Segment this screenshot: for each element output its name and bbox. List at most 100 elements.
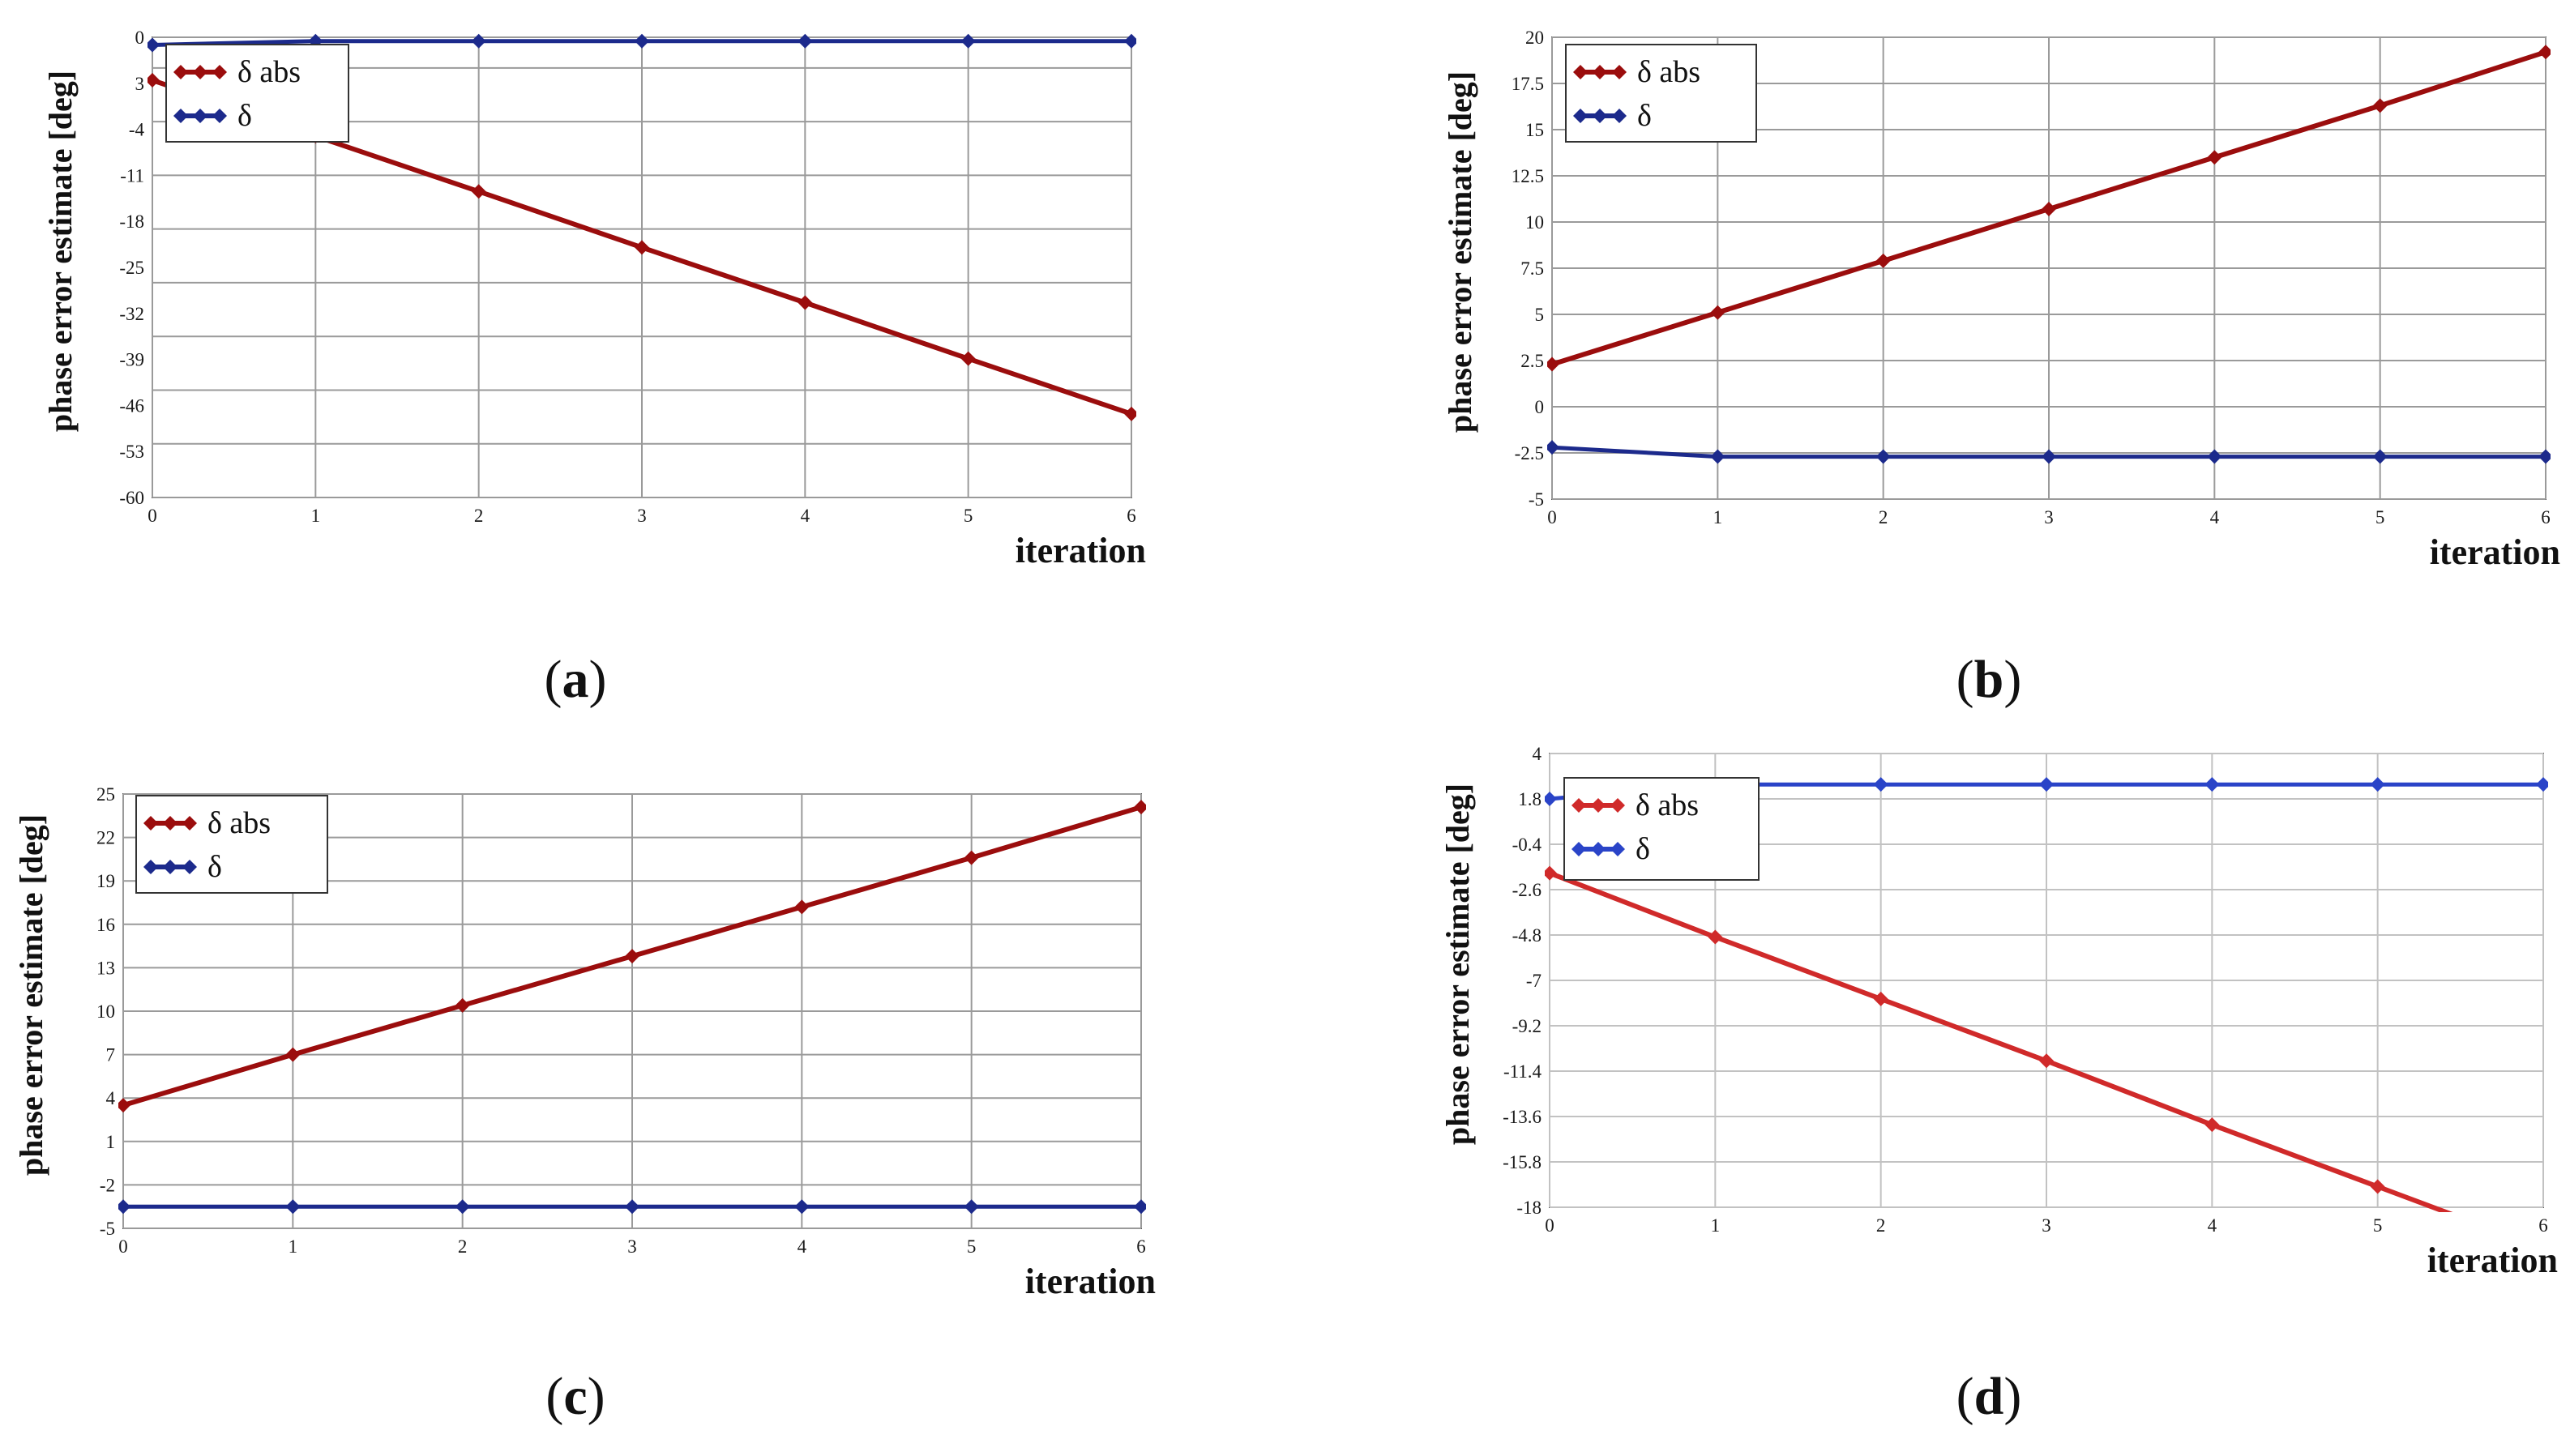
data-point <box>1134 1199 1146 1215</box>
legend-marker <box>1593 109 1607 123</box>
legend-box <box>135 795 328 894</box>
y-axis-label: phase error estimate [deg] <box>42 70 79 432</box>
y-tick-label: 16 <box>96 915 115 935</box>
legend-box <box>165 44 349 143</box>
data-point <box>1873 777 1888 792</box>
y-tick-label: 2.5 <box>1520 351 1544 371</box>
data-point <box>1547 440 1559 455</box>
data-point <box>2538 45 2551 60</box>
x-tick-label: 1 <box>1711 1215 1721 1236</box>
x-tick-label: 2 <box>1876 1215 1886 1236</box>
x-tick-label: 3 <box>637 506 647 526</box>
legend-label: δ abs <box>207 806 271 840</box>
x-tick-label: 5 <box>2373 1215 2383 1236</box>
x-tick-label: 5 <box>2375 507 2385 527</box>
data-point <box>964 850 979 865</box>
legend-marker <box>1610 842 1625 856</box>
y-tick-label: 17.5 <box>1512 74 1544 94</box>
x-tick-label: 3 <box>2044 507 2054 527</box>
y-tick-label: -11 <box>120 165 144 186</box>
data-point <box>2536 777 2548 792</box>
data-point <box>471 184 486 199</box>
data-point <box>1873 991 1888 1006</box>
panel-caption: (d) <box>1956 1367 2022 1426</box>
chart-b: 0 1 2 3 4 5 6 20 17.5 15 12.5 10 7.5 5 2.5 0 -2.5 -5 phase… <box>1442 28 2560 709</box>
data-point <box>794 1199 810 1215</box>
legend-marker <box>182 816 197 830</box>
x-tick-label: 0 <box>1547 507 1557 527</box>
y-tick-label: -32 <box>119 304 144 324</box>
legend-marker <box>173 109 188 123</box>
data-point <box>148 37 160 53</box>
chart-a: 0 1 2 3 4 5 6 0 3 -4 -11 -18 -25 -32 -39 -46 -53 -60 phase… <box>42 28 1146 709</box>
data-point <box>285 1047 301 1062</box>
x-tick-label: 6 <box>2538 1215 2548 1236</box>
legend-marker <box>1591 842 1606 856</box>
data-point <box>960 33 976 49</box>
y-tick-label: 5 <box>1535 305 1545 325</box>
x-axis-label: iteration <box>2427 1240 2558 1280</box>
data-point <box>2204 777 2220 792</box>
y-tick-label: 22 <box>96 828 115 848</box>
data-point <box>1124 406 1136 421</box>
y-tick-label: 10 <box>1525 212 1544 233</box>
legend-marker <box>163 860 177 874</box>
y-tick-label: 10 <box>96 1001 115 1022</box>
legend-marker <box>1572 842 1586 856</box>
x-tick-label: 5 <box>967 1236 977 1257</box>
x-tick-label: 4 <box>798 1236 807 1257</box>
data-point <box>1710 449 1725 464</box>
y-tick-label: 4 <box>106 1088 116 1108</box>
y-tick-label: 20 <box>1525 28 1544 48</box>
legend-label: δ abs <box>1637 55 1700 89</box>
y-tick-label: 19 <box>96 871 115 891</box>
y-tick-label: 0 <box>1535 397 1545 417</box>
data-point <box>964 1199 979 1215</box>
y-tick-label: -46 <box>119 395 144 416</box>
data-point <box>2039 777 2054 792</box>
y-tick-label: 7.5 <box>1520 258 1544 279</box>
y-axis-label: phase error estimate [deg] <box>1439 784 1476 1145</box>
y-tick-label: -5 <box>1529 489 1544 510</box>
data-point <box>1708 929 1723 945</box>
data-point <box>118 1199 130 1215</box>
y-tick-label: -39 <box>119 350 144 370</box>
y-tick-label: -53 <box>119 442 144 462</box>
legend-marker <box>143 860 158 874</box>
y-axis-label: phase error estimate [deg] <box>1442 71 1478 433</box>
y-axis-label: phase error estimate [deg] <box>13 814 49 1176</box>
legend-marker <box>1572 798 1586 813</box>
y-tick-label: -2.6 <box>1512 880 1542 900</box>
legend-marker <box>173 65 188 79</box>
x-tick-label: 4 <box>801 506 810 526</box>
legend-marker <box>212 65 227 79</box>
legend-label: δ <box>207 850 222 884</box>
legend-marker <box>1591 798 1606 813</box>
data-point <box>2207 150 2222 165</box>
y-tick-label: 1.8 <box>1518 789 1542 809</box>
data-point <box>2538 449 2551 464</box>
data-point <box>2207 449 2222 464</box>
y-tick-label: -11.4 <box>1503 1061 1542 1082</box>
y-tick-label: -9.2 <box>1512 1016 1542 1036</box>
y-tick-label: -18 <box>119 211 144 232</box>
y-tick-label: -4 <box>129 120 145 140</box>
y-tick-label: -0.4 <box>1512 835 1542 855</box>
y-tick-label: -25 <box>119 258 144 278</box>
panel-caption: (b) <box>1956 650 2022 709</box>
legend: δ abs δ <box>1565 44 1757 143</box>
legend-marker <box>1612 109 1627 123</box>
y-tick-label: -60 <box>119 488 144 508</box>
y-tick-label: -7 <box>1526 971 1542 991</box>
x-tick-label: 6 <box>1136 1236 1146 1257</box>
x-tick-label: 1 <box>289 1236 298 1257</box>
x-tick-label: 0 <box>148 506 157 526</box>
legend-label: δ <box>1637 99 1652 133</box>
legend: δ abs δ <box>135 795 328 894</box>
legend-marker <box>212 109 227 123</box>
data-point <box>798 33 813 49</box>
data-point <box>960 351 976 366</box>
x-tick-label: 4 <box>2210 507 2220 527</box>
legend-marker <box>163 816 177 830</box>
